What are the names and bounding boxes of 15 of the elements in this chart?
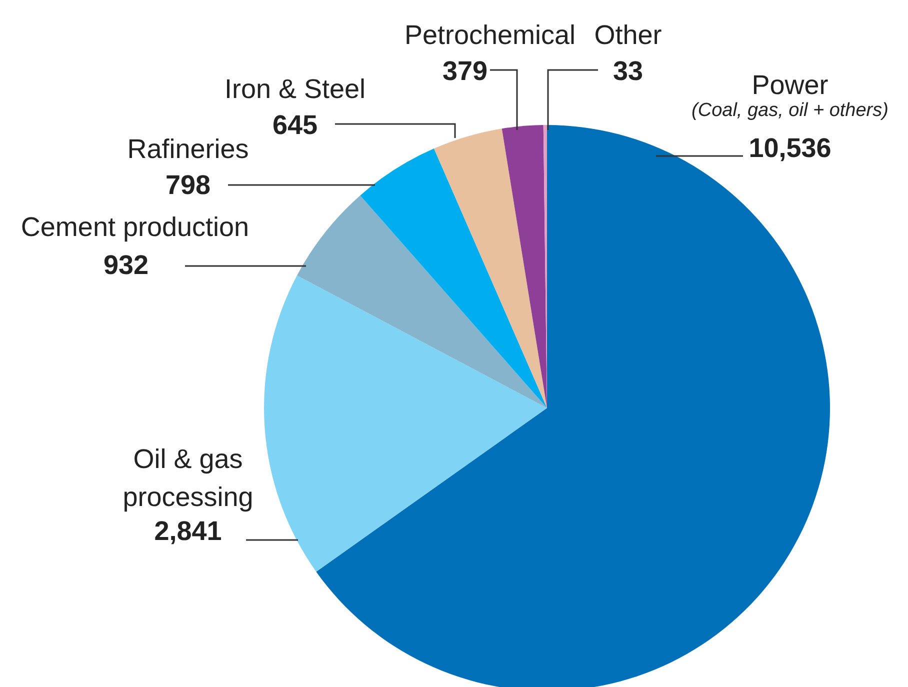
text: (Coal, gas, oil + others) [690, 100, 890, 122]
slice-label: Rafineries [127, 134, 249, 164]
data-label: 33 [612, 56, 644, 87]
slice-label: Iron & Steel [223, 73, 367, 106]
slice-label: Cement production [20, 211, 250, 244]
data-label: 2,841 [153, 516, 223, 547]
data-label: 10,536 [748, 133, 832, 164]
slice-label: Oil & gas processing [122, 443, 254, 514]
data-label: 932 [102, 250, 150, 281]
slice-label: Petrochemical [403, 19, 577, 52]
slice-label: Other [594, 20, 662, 50]
slice-label: Power [750, 69, 830, 102]
data-label: 379 [441, 56, 489, 87]
data-label: 798 [164, 170, 212, 201]
data-label: 645 [272, 110, 318, 140]
